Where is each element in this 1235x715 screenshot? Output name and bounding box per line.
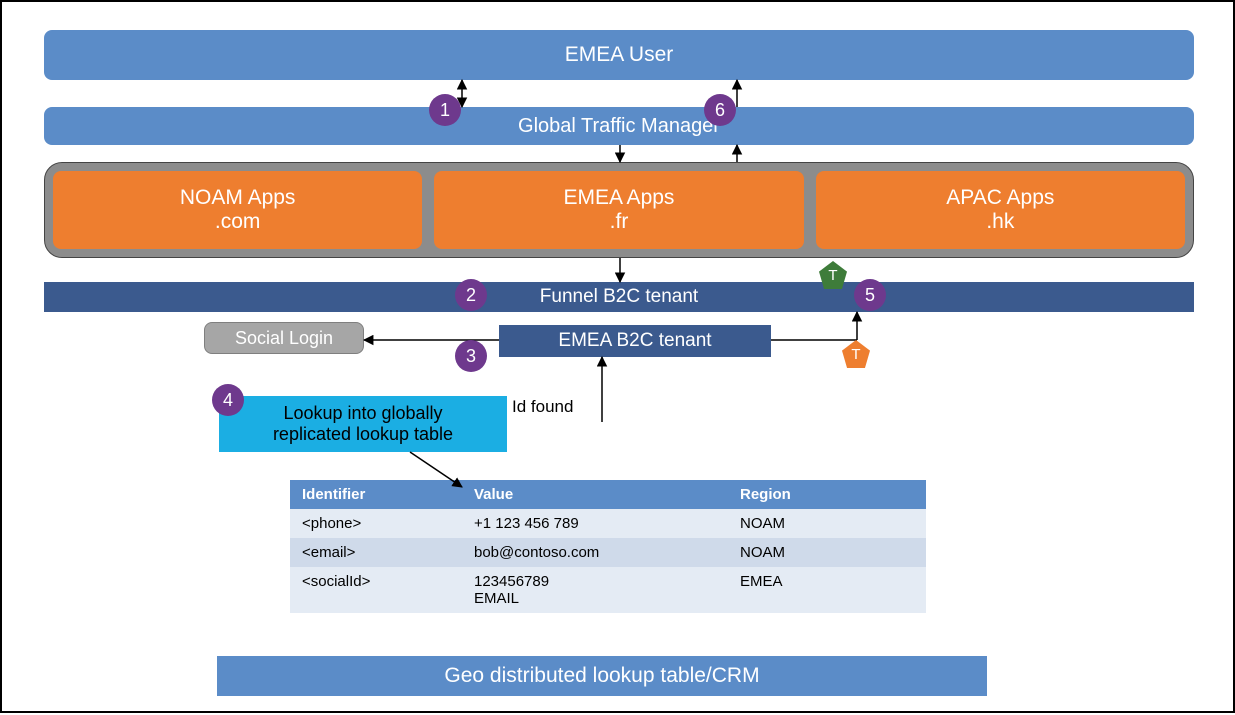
col-value: Value bbox=[462, 480, 728, 509]
emea-apps-tile: EMEA Apps.fr bbox=[434, 171, 803, 249]
emea-tenant-box: EMEA B2C tenant bbox=[499, 325, 771, 357]
pentagon-orange: T bbox=[842, 340, 870, 368]
id-found-label: Id found bbox=[512, 397, 573, 417]
gtm-bar: Global Traffic Manager bbox=[44, 107, 1194, 145]
funnel-label: Funnel B2C tenant bbox=[540, 286, 698, 308]
emea-tenant-label: EMEA B2C tenant bbox=[558, 330, 711, 352]
table-row: <phone>+1 123 456 789NOAM bbox=[290, 509, 926, 538]
step-badge-6: 6 bbox=[704, 94, 736, 126]
noam-apps-tile: NOAM Apps.com bbox=[53, 171, 422, 249]
apac-apps-title: APAC Apps bbox=[946, 186, 1054, 210]
noam-apps-domain: .com bbox=[215, 210, 261, 234]
emea-user-label: EMEA User bbox=[565, 43, 674, 67]
noam-apps-title: NOAM Apps bbox=[180, 186, 296, 210]
table-cell: NOAM bbox=[728, 509, 926, 538]
gtm-label: Global Traffic Manager bbox=[518, 115, 720, 138]
diagram-frame: EMEA User Global Traffic Manager NOAM Apps… bbox=[0, 0, 1235, 713]
emea-apps-title: EMEA Apps bbox=[564, 186, 675, 210]
table-row: <email>bob@contoso.comNOAM bbox=[290, 538, 926, 567]
table-cell: <phone> bbox=[290, 509, 462, 538]
table-cell: <socialId> bbox=[290, 567, 462, 613]
geo-label: Geo distributed lookup table/CRM bbox=[444, 664, 759, 688]
step-badge-2: 2 bbox=[455, 279, 487, 311]
step-badge-1: 1 bbox=[429, 94, 461, 126]
table-cell: NOAM bbox=[728, 538, 926, 567]
lookup-l2: replicated lookup table bbox=[273, 424, 453, 445]
social-login-label: Social Login bbox=[235, 328, 333, 349]
funnel-bar: Funnel B2C tenant bbox=[44, 282, 1194, 312]
emea-apps-domain: .fr bbox=[610, 210, 629, 234]
social-login-box: Social Login bbox=[204, 322, 364, 354]
apac-apps-tile: APAC Apps.hk bbox=[816, 171, 1185, 249]
col-identifier: Identifier bbox=[290, 480, 462, 509]
table-cell: <email> bbox=[290, 538, 462, 567]
apps-group: NOAM Apps.comEMEA Apps.frAPAC Apps.hk bbox=[44, 162, 1194, 258]
lookup-l1: Lookup into globally bbox=[283, 403, 442, 424]
table-cell: bob@contoso.com bbox=[462, 538, 728, 567]
table-cell: +1 123 456 789 bbox=[462, 509, 728, 538]
step-badge-4: 4 bbox=[212, 384, 244, 416]
table-row: <socialId>123456789EMAILEMEA bbox=[290, 567, 926, 613]
table-cell: 123456789EMAIL bbox=[462, 567, 728, 613]
step-badge-3: 3 bbox=[455, 340, 487, 372]
geo-bar: Geo distributed lookup table/CRM bbox=[217, 656, 987, 696]
table-cell: EMEA bbox=[728, 567, 926, 613]
col-region: Region bbox=[728, 480, 926, 509]
lookup-table: IdentifierValueRegion<phone>+1 123 456 7… bbox=[290, 480, 926, 613]
pentagon-green: T bbox=[819, 261, 847, 289]
emea-user-bar: EMEA User bbox=[44, 30, 1194, 80]
lookup-box: Lookup into globallyreplicated lookup ta… bbox=[219, 396, 507, 452]
step-badge-5: 5 bbox=[854, 279, 886, 311]
apac-apps-domain: .hk bbox=[986, 210, 1014, 234]
